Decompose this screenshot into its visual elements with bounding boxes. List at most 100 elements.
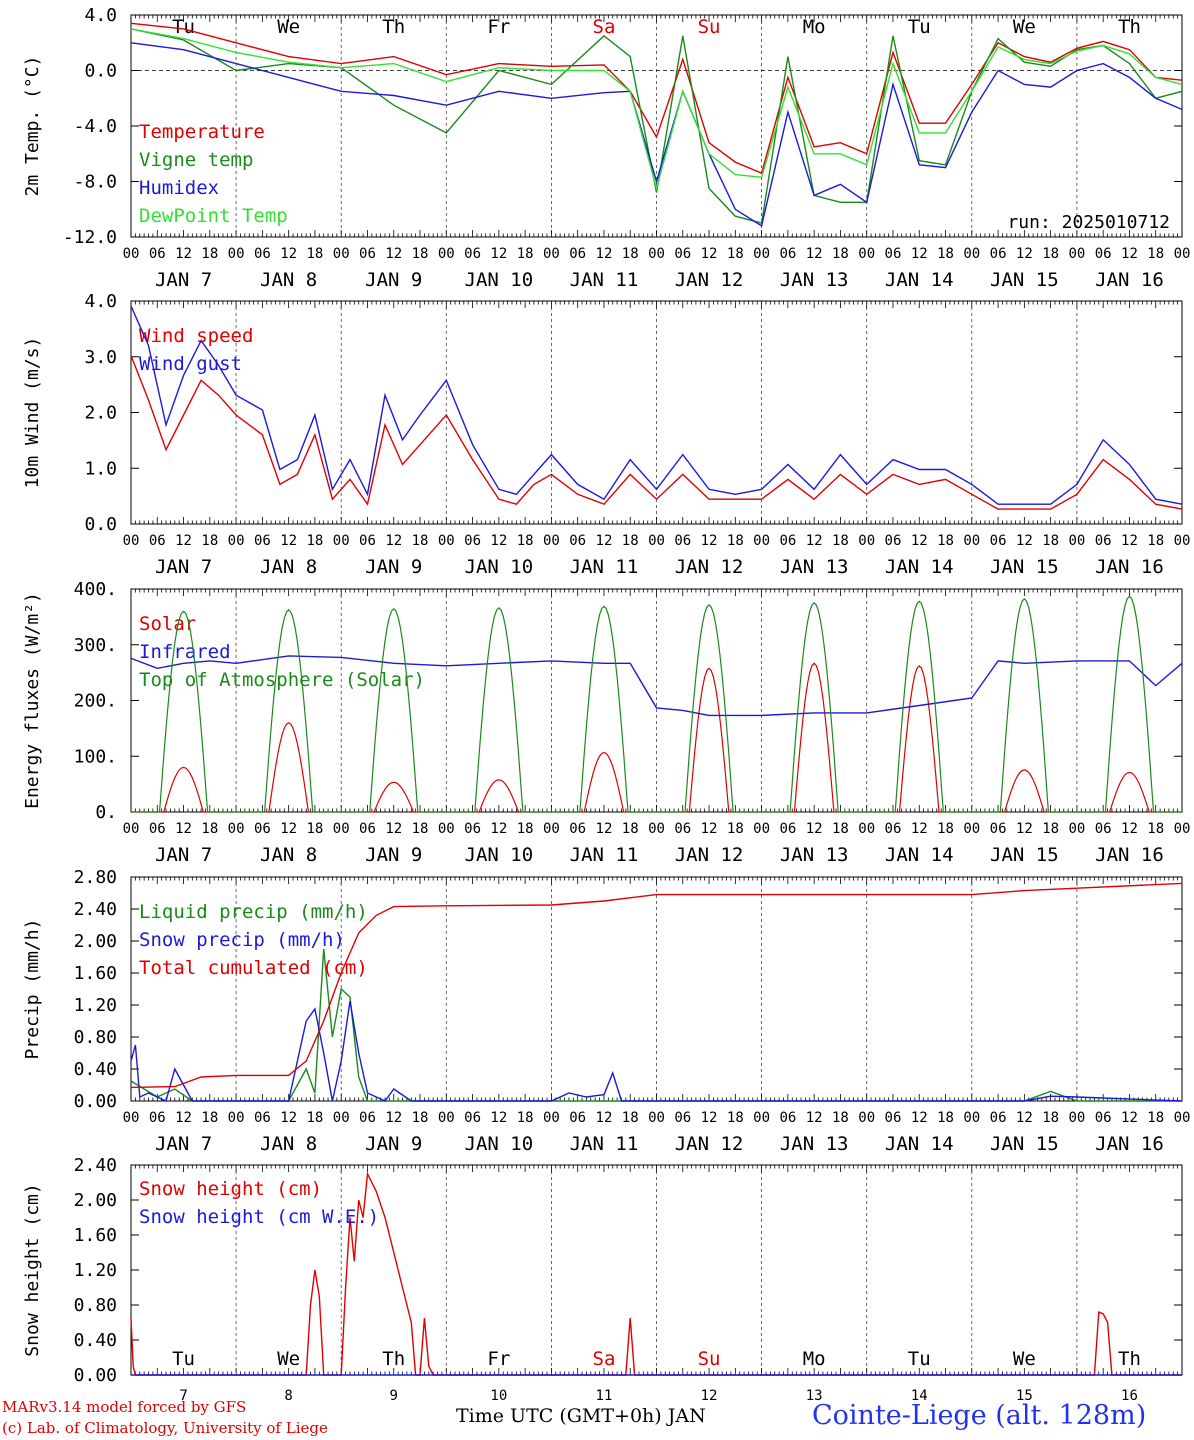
hour-tick-label: 18 (1147, 821, 1164, 837)
hour-tick-label: 12 (385, 246, 402, 262)
series-snow-height-cm (130, 1171, 1182, 1376)
day-label: Th (382, 1348, 405, 1370)
hour-tick-label: 12 (175, 533, 192, 549)
hour-tick-label: 12 (1121, 1110, 1138, 1126)
day-label: Fr (487, 1348, 510, 1370)
hour-tick-label: 06 (1095, 246, 1112, 262)
date-label: JAN 15 (990, 1133, 1059, 1155)
y-tick-label: 0.40 (74, 1330, 117, 1351)
y-tick-label: 2.00 (74, 931, 117, 952)
series-total-cumulated-cm (130, 882, 1183, 1089)
hour-tick-label: 00 (1068, 533, 1085, 549)
hour-tick-label: 18 (201, 821, 218, 837)
hour-tick-label: 00 (1068, 1110, 1085, 1126)
hour-tick-label: 00 (543, 821, 560, 837)
hour-tick-label: 06 (779, 821, 796, 837)
y-tick-label: 2.40 (74, 1155, 117, 1176)
hour-tick-label: 06 (990, 821, 1007, 837)
date-label: JAN 13 (780, 1133, 849, 1155)
date-label: JAN 13 (780, 269, 849, 291)
hour-tick-label: 18 (412, 533, 429, 549)
date-label: JAN 14 (885, 844, 954, 866)
y-tick-label: 1.0 (84, 458, 117, 479)
date-label: JAN 7 (155, 1133, 212, 1155)
hour-tick-label: 18 (622, 246, 639, 262)
hour-tick-label: 12 (1121, 533, 1138, 549)
day-label: Tu (172, 1348, 195, 1370)
hour-tick-label: 06 (1095, 821, 1112, 837)
date-label: JAN 16 (1095, 269, 1164, 291)
hour-tick-label: 00 (753, 821, 770, 837)
hour-tick-label: 18 (1042, 821, 1059, 837)
day-number-label: 11 (596, 1388, 613, 1404)
hour-tick-label: 18 (622, 533, 639, 549)
hour-tick-label: 06 (464, 533, 481, 549)
hour-tick-label: 06 (569, 533, 586, 549)
date-label: JAN 12 (675, 844, 744, 866)
day-number-label: 15 (1016, 1388, 1033, 1404)
run-annotation: run: 2025010712 (1007, 212, 1170, 233)
hour-tick-label: 18 (517, 821, 534, 837)
hour-tick-label: 06 (779, 533, 796, 549)
date-label: JAN 12 (675, 556, 744, 578)
date-label: JAN 16 (1095, 844, 1164, 866)
hour-tick-label: 18 (306, 821, 323, 837)
date-label: JAN 16 (1095, 1133, 1164, 1155)
hour-tick-label: 18 (1042, 246, 1059, 262)
hour-tick-label: 06 (149, 533, 166, 549)
hour-tick-label: 06 (464, 821, 481, 837)
hour-tick-label: 18 (412, 821, 429, 837)
date-label: JAN 8 (260, 844, 317, 866)
hour-tick-label: 18 (1147, 533, 1164, 549)
hour-tick-label: 18 (306, 246, 323, 262)
y-tick-label: 400. (74, 579, 117, 600)
date-label: JAN 15 (990, 844, 1059, 866)
hour-tick-label: 12 (911, 821, 928, 837)
hour-tick-label: 06 (990, 533, 1007, 549)
hour-tick-label: 12 (1016, 1110, 1033, 1126)
hour-tick-label: 06 (569, 1110, 586, 1126)
hour-tick-label: 00 (963, 1110, 980, 1126)
hour-tick-label: 00 (1174, 1110, 1191, 1126)
hour-tick-label: 12 (175, 821, 192, 837)
hour-tick-label: 00 (963, 533, 980, 549)
hour-tick-label: 18 (1147, 1110, 1164, 1126)
date-label: JAN 9 (365, 556, 422, 578)
date-label: JAN 8 (260, 556, 317, 578)
hour-tick-label: 00 (753, 1110, 770, 1126)
day-number-label: 12 (701, 1388, 718, 1404)
y-axis-label-4: Precip (mm/h) (22, 919, 43, 1060)
hour-tick-label: 00 (333, 1110, 350, 1126)
hour-tick-label: 12 (385, 533, 402, 549)
legend-entry: Total cumulated (cm) (139, 957, 368, 979)
hour-tick-label: 00 (648, 246, 665, 262)
hour-tick-label: 00 (333, 821, 350, 837)
y-tick-label: 1.20 (74, 995, 117, 1016)
hour-tick-label: 06 (1095, 1110, 1112, 1126)
y-tick-label: 0.00 (74, 1091, 117, 1112)
series-wind-gust (130, 305, 1183, 505)
y-tick-label: 4.0 (84, 5, 117, 26)
day-number-label: 10 (490, 1388, 507, 1404)
hour-tick-label: 06 (359, 821, 376, 837)
date-label: JAN 8 (260, 1133, 317, 1155)
hour-tick-label: 12 (701, 533, 718, 549)
y-axis-label-1: 2m Temp. (°C) (22, 56, 43, 197)
day-label: We (277, 1348, 300, 1370)
hour-tick-label: 18 (517, 1110, 534, 1126)
legend-entry: Humidex (139, 177, 219, 199)
hour-tick-label: 00 (543, 1110, 560, 1126)
hour-tick-label: 00 (123, 1110, 140, 1126)
hour-tick-label: 18 (517, 533, 534, 549)
y-tick-label: 0.80 (74, 1295, 117, 1316)
hour-tick-label: 00 (228, 1110, 245, 1126)
hour-tick-label: 18 (832, 533, 849, 549)
hour-tick-label: 00 (438, 246, 455, 262)
hour-tick-label: 06 (885, 246, 902, 262)
hour-tick-label: 06 (464, 246, 481, 262)
hour-tick-label: 12 (490, 1110, 507, 1126)
day-label: We (1013, 16, 1036, 38)
series-wind-speed (130, 355, 1183, 510)
day-number-label: 13 (806, 1388, 823, 1404)
date-label: JAN 9 (365, 844, 422, 866)
